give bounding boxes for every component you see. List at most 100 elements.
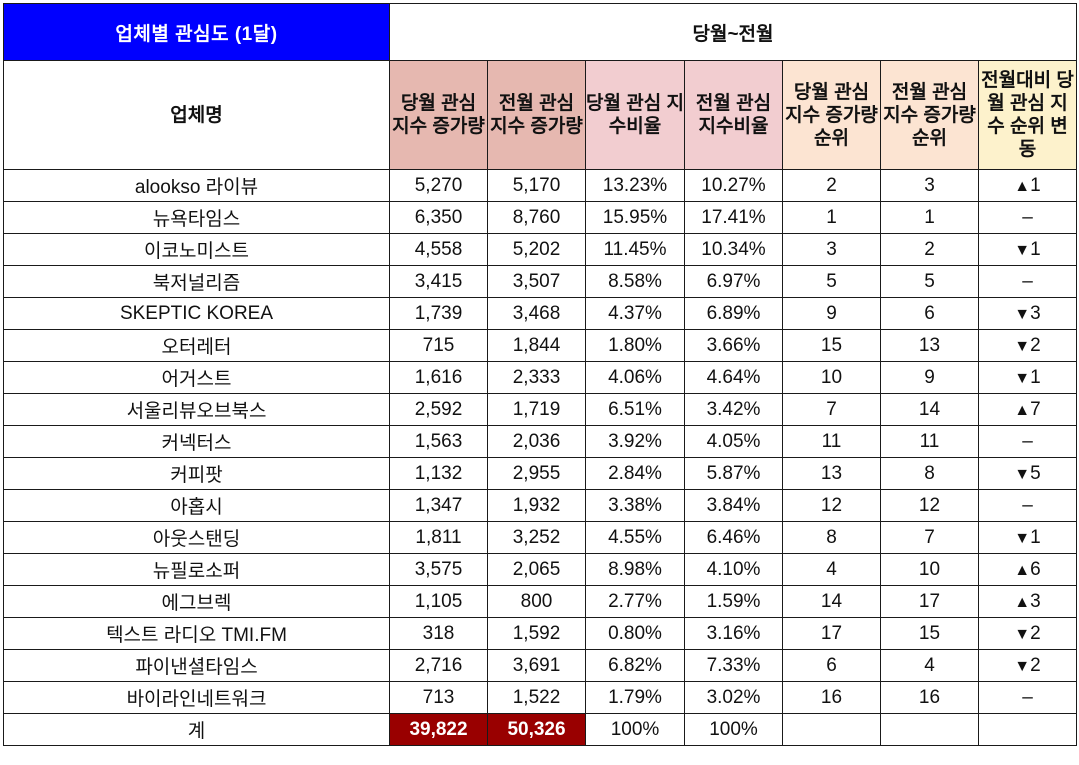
rank-change-cell[interactable]: ▼1 bbox=[978, 361, 1077, 394]
cur-rank-cell[interactable]: 6 bbox=[782, 649, 881, 682]
header-prev-increase[interactable]: 전월 관심 지수 증가량 bbox=[487, 60, 586, 170]
cur-rank-cell[interactable]: 10 bbox=[782, 361, 881, 394]
cur-ratio-cell[interactable]: 6.82% bbox=[585, 649, 685, 682]
prev-ratio-cell[interactable]: 3.16% bbox=[684, 617, 783, 650]
prev-ratio-cell[interactable]: 5.87% bbox=[684, 457, 783, 490]
rank-change-cell[interactable]: ▼2 bbox=[978, 329, 1077, 362]
company-name-cell[interactable]: alookso 라이뷰 bbox=[3, 169, 390, 202]
total-prev-rank-cell[interactable] bbox=[880, 713, 979, 746]
prev-rank-cell[interactable]: 17 bbox=[880, 585, 979, 618]
cur-increase-cell[interactable]: 3,575 bbox=[389, 553, 488, 586]
cur-ratio-cell[interactable]: 3.92% bbox=[585, 425, 685, 458]
prev-increase-cell[interactable]: 800 bbox=[487, 585, 586, 618]
prev-increase-cell[interactable]: 8,760 bbox=[487, 201, 586, 234]
prev-rank-cell[interactable]: 10 bbox=[880, 553, 979, 586]
company-name-cell[interactable]: 뉴욕타임스 bbox=[3, 201, 390, 234]
rank-change-cell[interactable]: ▼2 bbox=[978, 649, 1077, 682]
prev-increase-cell[interactable]: 1,932 bbox=[487, 489, 586, 522]
cur-ratio-cell[interactable]: 1.79% bbox=[585, 681, 685, 714]
rank-change-cell[interactable]: ▼2 bbox=[978, 617, 1077, 650]
cur-increase-cell[interactable]: 2,716 bbox=[389, 649, 488, 682]
prev-rank-cell[interactable]: 1 bbox=[880, 201, 979, 234]
cur-ratio-cell[interactable]: 15.95% bbox=[585, 201, 685, 234]
cur-increase-cell[interactable]: 1,616 bbox=[389, 361, 488, 394]
prev-ratio-cell[interactable]: 3.02% bbox=[684, 681, 783, 714]
header-cur-rank[interactable]: 당월 관심 지수 증가량 순위 bbox=[782, 60, 881, 170]
company-name-cell[interactable]: 이코노미스트 bbox=[3, 233, 390, 266]
total-cur-ratio-cell[interactable]: 100% bbox=[585, 713, 685, 746]
header-cur-ratio[interactable]: 당월 관심 지수비율 bbox=[585, 60, 685, 170]
total-prev-ratio-cell[interactable]: 100% bbox=[684, 713, 783, 746]
cur-ratio-cell[interactable]: 13.23% bbox=[585, 169, 685, 202]
rank-change-cell[interactable]: – bbox=[978, 489, 1077, 522]
company-name-cell[interactable]: 바이라인네트워크 bbox=[3, 681, 390, 714]
prev-ratio-cell[interactable]: 10.34% bbox=[684, 233, 783, 266]
cur-ratio-cell[interactable]: 11.45% bbox=[585, 233, 685, 266]
cur-rank-cell[interactable]: 9 bbox=[782, 297, 881, 330]
prev-rank-cell[interactable]: 4 bbox=[880, 649, 979, 682]
total-cur-increase-cell[interactable]: 39,822 bbox=[389, 713, 488, 746]
cur-ratio-cell[interactable]: 8.58% bbox=[585, 265, 685, 298]
total-prev-increase-cell[interactable]: 50,326 bbox=[487, 713, 586, 746]
prev-ratio-cell[interactable]: 3.42% bbox=[684, 393, 783, 426]
company-name-cell[interactable]: 뉴필로소퍼 bbox=[3, 553, 390, 586]
cur-ratio-cell[interactable]: 6.51% bbox=[585, 393, 685, 426]
company-name-cell[interactable]: 아웃스탠딩 bbox=[3, 521, 390, 554]
prev-ratio-cell[interactable]: 6.89% bbox=[684, 297, 783, 330]
prev-rank-cell[interactable]: 14 bbox=[880, 393, 979, 426]
cur-rank-cell[interactable]: 5 bbox=[782, 265, 881, 298]
cur-rank-cell[interactable]: 1 bbox=[782, 201, 881, 234]
rank-change-cell[interactable]: ▲3 bbox=[978, 585, 1077, 618]
prev-increase-cell[interactable]: 3,252 bbox=[487, 521, 586, 554]
prev-increase-cell[interactable]: 1,844 bbox=[487, 329, 586, 362]
company-name-cell[interactable]: 파이낸셜타임스 bbox=[3, 649, 390, 682]
prev-rank-cell[interactable]: 6 bbox=[880, 297, 979, 330]
cur-rank-cell[interactable]: 3 bbox=[782, 233, 881, 266]
rank-change-cell[interactable]: – bbox=[978, 201, 1077, 234]
company-name-cell[interactable]: 어거스트 bbox=[3, 361, 390, 394]
cur-ratio-cell[interactable]: 2.84% bbox=[585, 457, 685, 490]
cur-ratio-cell[interactable]: 3.38% bbox=[585, 489, 685, 522]
rank-change-cell[interactable]: – bbox=[978, 425, 1077, 458]
company-name-cell[interactable]: 에그브렉 bbox=[3, 585, 390, 618]
prev-increase-cell[interactable]: 1,719 bbox=[487, 393, 586, 426]
total-rank-change-cell[interactable] bbox=[978, 713, 1077, 746]
cur-increase-cell[interactable]: 2,592 bbox=[389, 393, 488, 426]
company-name-cell[interactable]: 아홉시 bbox=[3, 489, 390, 522]
period-title[interactable]: 당월~전월 bbox=[389, 3, 1077, 61]
total-label-cell[interactable]: 계 bbox=[3, 713, 390, 746]
rank-change-cell[interactable]: – bbox=[978, 681, 1077, 714]
rank-change-cell[interactable]: ▲1 bbox=[978, 169, 1077, 202]
company-name-cell[interactable]: 커넥터스 bbox=[3, 425, 390, 458]
prev-ratio-cell[interactable]: 10.27% bbox=[684, 169, 783, 202]
prev-rank-cell[interactable]: 2 bbox=[880, 233, 979, 266]
company-name-cell[interactable]: 오터레터 bbox=[3, 329, 390, 362]
prev-rank-cell[interactable]: 9 bbox=[880, 361, 979, 394]
prev-increase-cell[interactable]: 2,036 bbox=[487, 425, 586, 458]
cur-increase-cell[interactable]: 1,563 bbox=[389, 425, 488, 458]
prev-ratio-cell[interactable]: 6.97% bbox=[684, 265, 783, 298]
cur-rank-cell[interactable]: 11 bbox=[782, 425, 881, 458]
cur-ratio-cell[interactable]: 4.55% bbox=[585, 521, 685, 554]
cur-rank-cell[interactable]: 17 bbox=[782, 617, 881, 650]
cur-ratio-cell[interactable]: 0.80% bbox=[585, 617, 685, 650]
prev-increase-cell[interactable]: 3,691 bbox=[487, 649, 586, 682]
sheet-title[interactable]: 업체별 관심도 (1달) bbox=[3, 3, 390, 61]
prev-ratio-cell[interactable]: 3.66% bbox=[684, 329, 783, 362]
cur-rank-cell[interactable]: 4 bbox=[782, 553, 881, 586]
cur-rank-cell[interactable]: 15 bbox=[782, 329, 881, 362]
header-prev-rank[interactable]: 전월 관심 지수 증가량 순위 bbox=[880, 60, 979, 170]
company-name-cell[interactable]: 서울리뷰오브북스 bbox=[3, 393, 390, 426]
prev-rank-cell[interactable]: 15 bbox=[880, 617, 979, 650]
prev-rank-cell[interactable]: 8 bbox=[880, 457, 979, 490]
cur-increase-cell[interactable]: 715 bbox=[389, 329, 488, 362]
prev-increase-cell[interactable]: 3,468 bbox=[487, 297, 586, 330]
prev-ratio-cell[interactable]: 4.05% bbox=[684, 425, 783, 458]
rank-change-cell[interactable]: ▲6 bbox=[978, 553, 1077, 586]
rank-change-cell[interactable]: – bbox=[978, 265, 1077, 298]
cur-rank-cell[interactable]: 13 bbox=[782, 457, 881, 490]
cur-increase-cell[interactable]: 1,811 bbox=[389, 521, 488, 554]
company-name-cell[interactable]: SKEPTIC KOREA bbox=[3, 297, 390, 330]
cur-increase-cell[interactable]: 1,132 bbox=[389, 457, 488, 490]
cur-rank-cell[interactable]: 12 bbox=[782, 489, 881, 522]
